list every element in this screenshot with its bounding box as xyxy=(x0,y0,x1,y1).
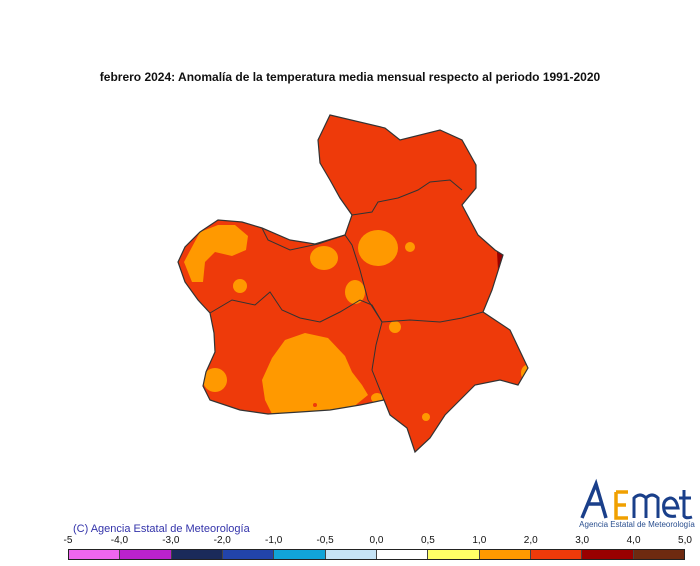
legend-swatch xyxy=(633,550,684,559)
patch-2-3-dot xyxy=(313,403,317,407)
legend-tick-label: -2,0 xyxy=(213,535,231,546)
legend-tick-label: 4,0 xyxy=(626,535,641,546)
legend-tick-label: 1,0 xyxy=(472,535,487,546)
legend-tick-label: -1,0 xyxy=(265,535,283,546)
boundary-toledo-madrid xyxy=(261,227,383,323)
legend-tick-label: 0,5 xyxy=(420,535,435,546)
patch-1-2-center xyxy=(310,246,338,270)
legend-ticks: -5 -4,0 -3,0 -2,0 -1,0 -0,5 0,0 0,5 1,0 2,0 3,0 4,0… xyxy=(0,535,700,549)
map-title: febrero 2024: Anomalía de la temperatura… xyxy=(99,70,601,84)
patch-1-2-small-2 xyxy=(405,242,415,252)
legend-colorbar xyxy=(68,549,685,560)
patch-1-2-east xyxy=(521,365,528,381)
patch-1-2-small-3 xyxy=(389,321,401,333)
legend-swatch xyxy=(222,550,275,559)
legend-swatch xyxy=(582,550,634,559)
legend-swatch xyxy=(428,550,480,559)
patch-1-2-northwest xyxy=(184,225,248,282)
aemet-logo xyxy=(580,478,693,520)
legend-swatch xyxy=(530,550,583,559)
boundary-guadalajara-cuenca xyxy=(351,179,463,216)
legend-swatch xyxy=(274,550,326,559)
boundary-cr-albacete xyxy=(371,321,385,401)
legend-tick-label: 0,0 xyxy=(369,535,384,546)
boundary-cuenca-albacete xyxy=(381,311,484,323)
legend-swatch xyxy=(171,550,223,559)
province-boundaries xyxy=(209,179,484,401)
legend-tick-label: -3,0 xyxy=(162,535,180,546)
patch-1-2-small-1 xyxy=(233,279,247,293)
copyright-text: (C) Agencia Estatal de Meteorología xyxy=(73,523,250,535)
legend-swatch xyxy=(325,550,377,559)
legend-tick-label: 3,0 xyxy=(575,535,590,546)
legend-tick-label: 5,0 xyxy=(678,535,692,546)
patch-1-2-south xyxy=(262,333,368,414)
patch-1-2-south-east xyxy=(422,413,430,421)
legend-swatch xyxy=(120,550,172,559)
patch-1-2-center-east xyxy=(345,280,365,304)
legend-swatch xyxy=(479,550,531,559)
boundary-toledo-cr xyxy=(209,291,383,323)
patch-1-2-center-north xyxy=(358,230,398,266)
patch-1-2-west-south xyxy=(203,368,227,392)
legend-tick-label: 2,0 xyxy=(523,535,538,546)
legend-tick-label: -4,0 xyxy=(110,535,129,546)
legend-swatch xyxy=(69,550,121,559)
legend-swatch xyxy=(376,550,429,559)
logo-subtitle: Agencia Estatal de Meteorología xyxy=(579,520,695,529)
legend-tick-label: -0,5 xyxy=(316,535,334,546)
anomaly-patches xyxy=(184,225,528,421)
legend-tick-label: -5 xyxy=(63,535,73,546)
